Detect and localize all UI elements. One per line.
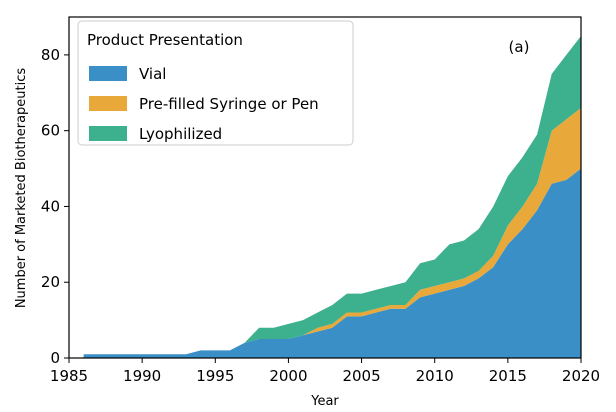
y-axis-label: Number of Marketed Biotherapeutics	[14, 68, 29, 309]
area-lyophilized	[83, 35, 581, 355]
y-tick-label: 60	[41, 122, 60, 140]
y-tick-label: 40	[41, 197, 60, 215]
legend-label: Vial	[139, 65, 166, 83]
x-tick-label: 1990	[123, 367, 161, 385]
plot-frame	[68, 16, 582, 359]
y-axis-ticks: 0 20 40 60 80	[41, 46, 69, 367]
legend-swatch	[89, 96, 127, 111]
panel-annotation: (a)	[509, 38, 530, 56]
legend-swatch	[89, 66, 127, 81]
legend-title: Product Presentation	[87, 31, 243, 49]
legend-label: Pre-filled Syringe or Pen	[139, 95, 319, 113]
x-axis-label: Year	[310, 394, 339, 409]
x-tick-label: 2015	[489, 367, 527, 385]
y-tick-label: 80	[41, 46, 60, 64]
x-tick-label: 1985	[50, 367, 88, 385]
x-tick-label: 2010	[416, 367, 454, 385]
x-tick-label: 2000	[269, 367, 307, 385]
legend-swatch	[89, 126, 127, 141]
area-series-group	[83, 35, 581, 358]
y-tick-label: 0	[50, 349, 60, 367]
legend: Product Presentation Vial Pre-filled Syri…	[77, 20, 354, 146]
legend-box	[77, 20, 354, 146]
area-vial	[83, 168, 581, 358]
x-tick-label: 1995	[196, 367, 234, 385]
x-tick-label: 2005	[342, 367, 380, 385]
x-tick-label: 2020	[562, 367, 600, 385]
y-tick-label: 20	[41, 273, 60, 291]
legend-label: Lyophilized	[139, 125, 222, 143]
legend-items: Vial Pre-filled Syringe or Pen Lyophilized	[89, 65, 319, 143]
x-axis-ticks: 1985 1990 1995 2000 2005 2010 2015 2020	[50, 358, 600, 385]
